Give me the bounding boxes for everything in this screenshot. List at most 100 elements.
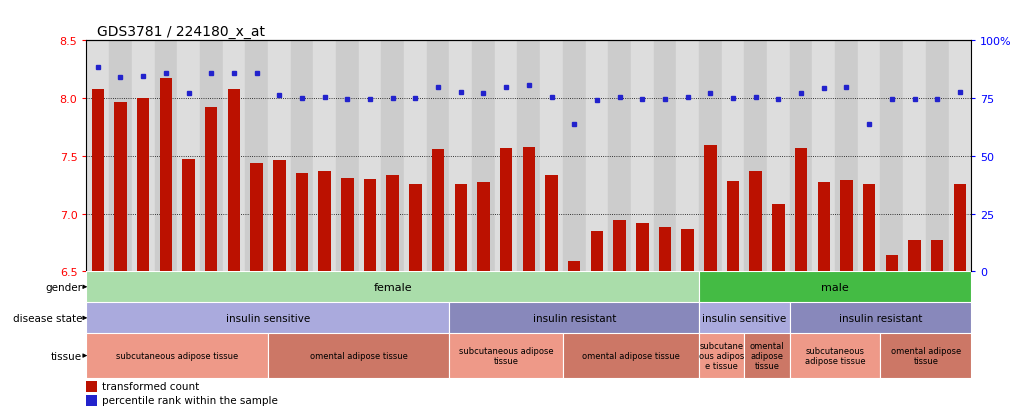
Text: omental adipose
tissue: omental adipose tissue (891, 347, 961, 365)
Bar (744, 41, 767, 272)
Bar (114, 102, 127, 272)
Bar (857, 41, 881, 272)
Text: GDS3781 / 224180_x_at: GDS3781 / 224180_x_at (97, 25, 264, 39)
Bar (359, 41, 381, 272)
Text: omental
adipose
tissue: omental adipose tissue (750, 342, 784, 370)
Bar (562, 41, 586, 272)
Bar (636, 223, 649, 272)
Bar (881, 334, 971, 378)
Bar (336, 41, 359, 272)
Text: omental adipose tissue: omental adipose tissue (310, 351, 408, 360)
Bar (318, 171, 331, 272)
Bar (472, 41, 495, 272)
Bar (699, 41, 722, 272)
Bar (409, 184, 422, 272)
Bar (386, 176, 399, 272)
Bar (500, 148, 513, 272)
Bar (699, 303, 790, 334)
Bar (160, 79, 172, 272)
Bar (381, 41, 404, 272)
Bar (313, 41, 336, 272)
Bar (699, 272, 971, 303)
Bar (727, 182, 739, 272)
Bar (404, 41, 427, 272)
Bar (795, 148, 807, 272)
Bar (862, 184, 876, 272)
Bar (296, 174, 308, 272)
Bar (631, 41, 654, 272)
Bar (790, 303, 971, 334)
Bar (341, 178, 354, 272)
Bar (267, 41, 291, 272)
Bar (432, 150, 444, 272)
Bar (450, 41, 472, 272)
Text: male: male (822, 282, 849, 292)
Bar (613, 221, 625, 272)
Bar (86, 334, 267, 378)
Text: gender: gender (45, 282, 82, 292)
Bar (545, 176, 557, 272)
Bar (86, 303, 450, 334)
Bar (267, 334, 450, 378)
Text: tissue: tissue (51, 351, 82, 361)
Bar (813, 41, 835, 272)
Bar (92, 90, 104, 272)
Bar (291, 41, 313, 272)
Bar (750, 171, 762, 272)
Bar (881, 41, 903, 272)
Bar (704, 146, 717, 272)
Bar (523, 147, 535, 272)
Bar (477, 183, 490, 272)
Bar (949, 41, 971, 272)
Bar (659, 228, 671, 272)
Bar (200, 41, 223, 272)
Bar (790, 41, 813, 272)
Text: subcutane
ous adipos
e tissue: subcutane ous adipos e tissue (699, 342, 744, 370)
Text: omental adipose tissue: omental adipose tissue (582, 351, 680, 360)
Bar (767, 41, 790, 272)
Bar (205, 108, 218, 272)
Bar (608, 41, 631, 272)
Bar (931, 240, 944, 272)
Text: subcutaneous adipose tissue: subcutaneous adipose tissue (116, 351, 238, 360)
Bar (450, 303, 699, 334)
Text: subcutaneous
adipose tissue: subcutaneous adipose tissue (804, 347, 865, 365)
Bar (540, 41, 562, 272)
Bar (818, 183, 830, 272)
Text: disease state: disease state (12, 313, 82, 323)
Bar (772, 205, 785, 272)
Bar (177, 41, 200, 272)
Text: subcutaneous adipose
tissue: subcutaneous adipose tissue (459, 347, 553, 365)
Bar (654, 41, 676, 272)
Bar (722, 41, 744, 272)
Bar (455, 184, 467, 272)
Bar (273, 161, 286, 272)
Bar (495, 41, 518, 272)
Bar (886, 256, 898, 272)
Bar (518, 41, 540, 272)
Bar (954, 184, 966, 272)
Bar (567, 261, 581, 272)
Bar (155, 41, 177, 272)
Bar (925, 41, 949, 272)
Bar (132, 41, 155, 272)
Bar (681, 229, 694, 272)
Bar (450, 334, 562, 378)
Text: insulin resistant: insulin resistant (533, 313, 616, 323)
Text: insulin sensitive: insulin sensitive (226, 313, 310, 323)
Text: insulin sensitive: insulin sensitive (703, 313, 786, 323)
Bar (109, 41, 132, 272)
Bar (699, 334, 744, 378)
Text: transformed count: transformed count (103, 382, 199, 392)
Bar (835, 41, 857, 272)
Bar (908, 240, 920, 272)
Bar (86, 395, 97, 406)
Bar (364, 180, 376, 272)
Bar (591, 231, 603, 272)
Bar (840, 180, 852, 272)
Bar (86, 381, 97, 392)
Bar (676, 41, 699, 272)
Bar (250, 164, 262, 272)
Text: female: female (373, 282, 412, 292)
Bar (744, 334, 790, 378)
